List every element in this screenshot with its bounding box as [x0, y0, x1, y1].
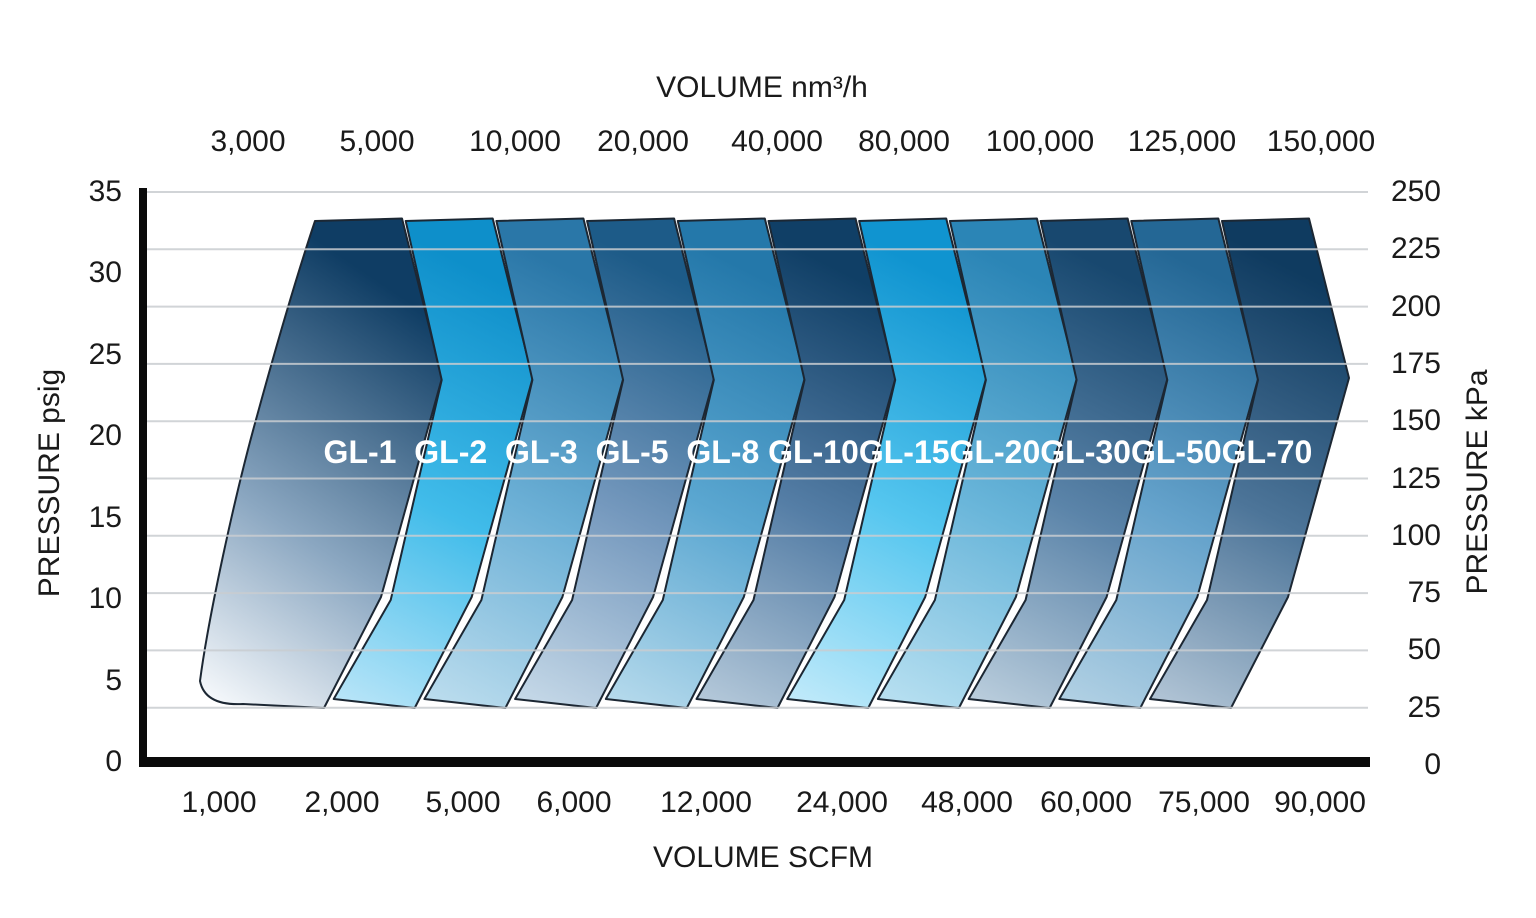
- right-axis-tick: 75: [1407, 576, 1441, 610]
- bottom-axis-tick: 48,000: [921, 786, 1013, 819]
- band-label-gl-70: GL-70: [1222, 434, 1313, 470]
- top-axis-tick: 125,000: [1127, 125, 1237, 158]
- top-axis-title: VOLUME nm³/h: [656, 71, 868, 104]
- top-axis-tick: 150,000: [1266, 125, 1376, 158]
- bottom-axis-tick: 75,000: [1158, 786, 1250, 819]
- band-label-gl-15: GL-15: [859, 434, 950, 470]
- left-axis-tick: 25: [88, 337, 122, 371]
- band-label-gl-5: GL-5: [596, 434, 669, 470]
- left-axis-tick: 5: [105, 663, 122, 697]
- right-axis-title: PRESSURE kPa: [1461, 369, 1494, 595]
- top-axis-tick: 5,000: [339, 125, 415, 158]
- band-label-gl-3: GL-3: [505, 434, 578, 470]
- left-axis-tick: 0: [105, 745, 122, 778]
- band-label-gl-20: GL-20: [950, 434, 1041, 470]
- bottom-axis-tick: 90,000: [1274, 786, 1366, 819]
- top-axis-tick: 40,000: [731, 125, 823, 158]
- top-axis-tick: 80,000: [858, 125, 950, 158]
- right-axis-tick: 0: [1424, 748, 1441, 781]
- left-axis-tick: 30: [88, 256, 122, 290]
- bottom-axis-tick: 24,000: [796, 786, 888, 819]
- left-axis-tick: 20: [88, 419, 122, 453]
- top-axis-tick: 3,000: [210, 125, 286, 158]
- top-axis-tick: 20,000: [597, 125, 689, 158]
- right-axis-tick: 125: [1390, 461, 1441, 495]
- right-axis-tick: 200: [1390, 289, 1441, 323]
- top-axis-tick: 100,000: [985, 125, 1095, 158]
- y-axis-line: [139, 188, 147, 767]
- left-axis-title: PRESSURE psig: [33, 368, 66, 598]
- bottom-axis-title: VOLUME SCFM: [652, 841, 874, 874]
- left-axis-tick: 35: [88, 175, 122, 208]
- x-axis-line: [139, 757, 1370, 767]
- bottom-axis-tick: 6,000: [536, 786, 612, 819]
- band-label-gl-30: GL-30: [1040, 434, 1131, 470]
- bottom-axis-tick: 60,000: [1040, 786, 1132, 819]
- bottom-axis-tick: 2,000: [304, 786, 380, 819]
- bottom-axis-tick: 1,000: [181, 786, 257, 819]
- left-axis-tick: 15: [88, 500, 122, 534]
- right-axis-tick: 25: [1407, 690, 1441, 724]
- left-axis-tick: 10: [88, 582, 122, 616]
- right-axis-tick: 175: [1390, 346, 1441, 380]
- band-label-gl-8: GL-8: [686, 434, 759, 470]
- right-axis-tick: 225: [1390, 232, 1441, 266]
- band-label-gl-2: GL-2: [414, 434, 487, 470]
- bottom-axis-tick: 5,000: [425, 786, 501, 819]
- right-axis-tick: 150: [1390, 404, 1441, 438]
- right-axis-tick: 250: [1390, 175, 1441, 208]
- bottom-axis-tick: 12,000: [660, 786, 752, 819]
- band-label-gl-10: GL-10: [768, 434, 859, 470]
- band-label-gl-1: GL-1: [324, 434, 397, 470]
- band-label-gl-50: GL-50: [1131, 434, 1222, 470]
- right-axis-tick: 50: [1407, 633, 1441, 667]
- top-axis-tick: 10,000: [469, 125, 561, 158]
- right-axis-tick: 100: [1390, 518, 1441, 552]
- band-gl-1: [199, 217, 443, 709]
